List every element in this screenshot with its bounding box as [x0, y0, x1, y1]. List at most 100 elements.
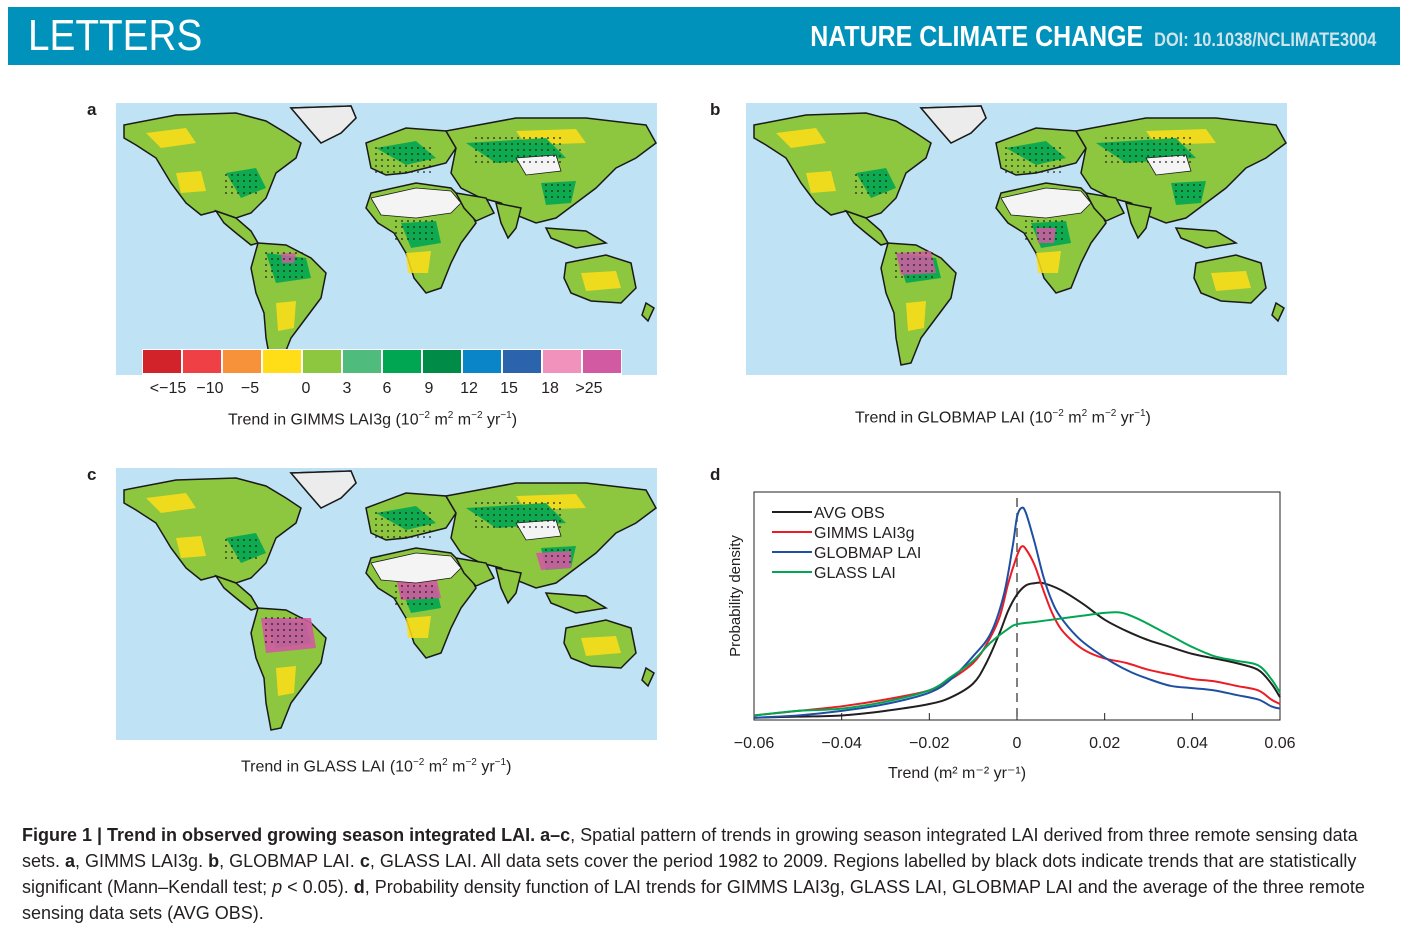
significance-dot: [243, 557, 245, 559]
significance-dot: [931, 258, 933, 260]
significance-dot: [289, 252, 291, 254]
unit-exp: −2: [471, 410, 483, 421]
significance-dot: [1183, 143, 1185, 145]
caption-text: Trend in GLASS LAI (10: [241, 758, 413, 776]
significance-dot: [475, 155, 477, 157]
significance-dot: [301, 258, 303, 260]
significance-dot: [569, 190, 571, 192]
significance-dot: [559, 137, 561, 139]
unit-yr: yr: [476, 758, 495, 776]
significance-dot: [1171, 137, 1173, 139]
significance-dot: [481, 520, 483, 522]
significance-dot: [493, 149, 495, 151]
significance-dot: [919, 264, 921, 266]
significance-dot: [1153, 161, 1155, 163]
significance-dot: [425, 226, 427, 228]
significance-dot: [1011, 165, 1013, 167]
significance-dot: [517, 155, 519, 157]
significance-dot: [417, 171, 419, 173]
significance-dot: [541, 143, 543, 145]
significance-dot: [1005, 147, 1007, 149]
significance-dot: [553, 143, 555, 145]
unit-yr: yr: [482, 411, 501, 429]
significance-dot: [907, 258, 909, 260]
unit-exp: −2: [465, 757, 477, 768]
significance-dot: [553, 520, 555, 522]
significance-dot: [867, 180, 869, 182]
significance-dot: [529, 526, 531, 528]
significance-dot: [301, 270, 303, 272]
significance-dot: [393, 159, 395, 161]
significance-dot: [387, 147, 389, 149]
caption-map-c: Trend in GLASS LAI (10−2 m2 m−2 yr−1): [241, 757, 511, 776]
significance-dot: [901, 264, 903, 266]
significance-dot: [375, 171, 377, 173]
colorbar-swatch: [343, 350, 381, 373]
significance-dot: [387, 512, 389, 514]
significance-dot: [529, 137, 531, 139]
significance-dot: [499, 502, 501, 504]
significance-dot: [545, 184, 547, 186]
significance-dot: [475, 137, 477, 139]
significance-dot: [1017, 165, 1019, 167]
significance-dot: [1017, 153, 1019, 155]
significance-dot: [429, 165, 431, 167]
significance-dot: [481, 137, 483, 139]
map-gimms: [116, 103, 657, 375]
significance-dot: [1017, 147, 1019, 149]
significance-dot: [301, 641, 303, 643]
significance-dot: [1049, 220, 1051, 222]
trend-patch-low: [146, 128, 196, 148]
land-region: [214, 574, 260, 611]
trend-patch-low: [276, 301, 296, 331]
significance-dot: [931, 252, 933, 254]
journal-info: NATURE CLIMATE CHANGE DOI: 10.1038/NCLIM…: [756, 21, 1376, 54]
significance-dot: [1005, 171, 1007, 173]
significance-dot: [1043, 226, 1045, 228]
significance-dot: [505, 514, 507, 516]
significance-dot: [1189, 155, 1191, 157]
significance-dot: [1037, 226, 1039, 228]
colorbar-swatch: [303, 350, 341, 373]
trend-patch-low: [176, 536, 206, 558]
significance-dot: [431, 220, 433, 222]
colorbar-swatch: [263, 350, 301, 373]
significance-dot: [919, 276, 921, 278]
significance-dot: [523, 520, 525, 522]
significance-dot: [873, 186, 875, 188]
significance-dot: [919, 252, 921, 254]
significance-dot: [1041, 165, 1043, 167]
significance-dot: [529, 520, 531, 522]
significance-dot: [301, 623, 303, 625]
significance-dot: [1043, 232, 1045, 234]
significance-dot: [265, 264, 267, 266]
significance-dot: [1111, 155, 1113, 157]
significance-dot: [271, 623, 273, 625]
significance-dot: [411, 536, 413, 538]
significance-dot: [381, 518, 383, 520]
significance-dot: [1147, 137, 1149, 139]
significance-dot: [405, 536, 407, 538]
significance-dot: [271, 635, 273, 637]
significance-dot: [557, 561, 559, 563]
unit-exp: −1: [494, 757, 507, 768]
significance-dot: [885, 174, 887, 176]
significance-dot: [387, 518, 389, 520]
significance-dot: [1059, 165, 1061, 167]
significance-dot: [1175, 196, 1177, 198]
series-line-glass-lai: [753, 611, 1281, 717]
significance-dot: [901, 258, 903, 260]
significance-dot: [493, 520, 495, 522]
significance-dot: [243, 192, 245, 194]
significance-dot: [535, 143, 537, 145]
significance-dot: [1011, 159, 1013, 161]
significance-dot: [417, 518, 419, 520]
significance-dot: [405, 512, 407, 514]
significance-dot: [265, 276, 267, 278]
series-line-globmap-lai: [753, 506, 1281, 719]
significance-dot: [879, 180, 881, 182]
significance-dot: [243, 186, 245, 188]
significance-dots: [855, 137, 1201, 278]
significance-dot: [381, 536, 383, 538]
significance-dot: [481, 149, 483, 151]
